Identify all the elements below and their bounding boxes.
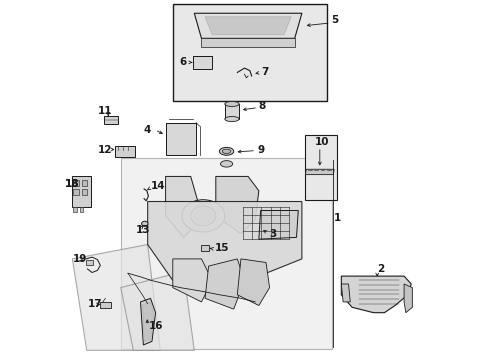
Polygon shape — [80, 207, 83, 212]
Text: 7: 7 — [261, 67, 268, 77]
Text: 1: 1 — [333, 213, 341, 222]
Bar — [81, 189, 87, 195]
Bar — [224, 104, 239, 119]
Bar — [73, 189, 79, 195]
Polygon shape — [165, 176, 198, 237]
Ellipse shape — [219, 147, 233, 155]
Bar — [72, 176, 91, 207]
Ellipse shape — [224, 117, 239, 122]
Text: 11: 11 — [97, 106, 112, 116]
Polygon shape — [258, 211, 298, 239]
Bar — [81, 180, 87, 186]
Text: 6: 6 — [179, 57, 186, 67]
Polygon shape — [142, 302, 154, 341]
Text: 16: 16 — [148, 321, 163, 331]
Ellipse shape — [182, 200, 224, 232]
Polygon shape — [121, 271, 194, 350]
Text: 5: 5 — [330, 15, 338, 26]
Polygon shape — [237, 259, 269, 306]
Polygon shape — [341, 276, 410, 313]
Bar — [100, 302, 111, 309]
Polygon shape — [194, 13, 301, 39]
Text: 19: 19 — [72, 254, 86, 264]
Bar — [165, 123, 196, 155]
Polygon shape — [72, 244, 160, 350]
Bar — [115, 146, 135, 157]
Text: 18: 18 — [65, 179, 80, 189]
Polygon shape — [204, 17, 290, 35]
Bar — [192, 56, 212, 69]
Polygon shape — [204, 259, 244, 309]
Polygon shape — [140, 298, 155, 345]
Polygon shape — [403, 284, 411, 313]
Polygon shape — [147, 202, 301, 288]
Polygon shape — [201, 39, 294, 47]
Polygon shape — [341, 284, 349, 302]
Bar — [201, 244, 209, 251]
Polygon shape — [305, 169, 333, 175]
Bar — [104, 116, 117, 124]
Bar — [86, 260, 93, 265]
Bar — [304, 135, 336, 200]
Ellipse shape — [142, 221, 148, 226]
Text: 8: 8 — [258, 102, 265, 112]
Polygon shape — [73, 207, 77, 212]
Ellipse shape — [190, 206, 215, 226]
Text: 18: 18 — [65, 179, 80, 189]
Ellipse shape — [224, 102, 239, 107]
Bar — [121, 158, 332, 348]
Ellipse shape — [222, 149, 230, 153]
Text: 12: 12 — [97, 144, 112, 154]
Text: 9: 9 — [257, 144, 264, 154]
Text: 15: 15 — [214, 243, 228, 253]
Polygon shape — [172, 259, 212, 302]
Bar — [172, 4, 326, 101]
Text: 17: 17 — [87, 299, 102, 309]
Text: 10: 10 — [314, 138, 329, 147]
Ellipse shape — [220, 161, 232, 167]
Text: 14: 14 — [151, 181, 165, 192]
Bar — [73, 180, 79, 186]
Polygon shape — [215, 176, 258, 234]
Text: 3: 3 — [268, 229, 276, 239]
Text: 2: 2 — [376, 264, 384, 274]
Text: 13: 13 — [135, 225, 150, 235]
Text: 4: 4 — [143, 125, 150, 135]
